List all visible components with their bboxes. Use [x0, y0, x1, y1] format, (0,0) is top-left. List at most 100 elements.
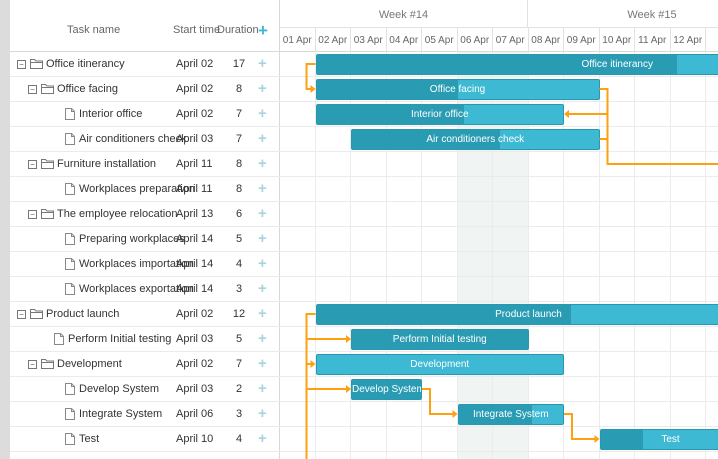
column-header-duration[interactable]: Duration [217, 24, 259, 36]
timeline-row [280, 302, 718, 327]
task-row[interactable]: Air conditioners check April 03 7 + [10, 127, 280, 152]
task-row[interactable]: − Office facing April 02 8 + [10, 77, 280, 102]
task-bar[interactable]: Interior office [315, 104, 564, 125]
collapse-toggle-icon[interactable]: − [28, 360, 37, 369]
collapse-toggle-icon[interactable]: − [17, 60, 26, 69]
dependency-link[interactable] [305, 313, 316, 459]
task-row[interactable]: Workplaces importation April 14 4 + [10, 252, 280, 277]
collapse-toggle-icon[interactable]: − [28, 210, 37, 219]
task-start: April 02 [176, 358, 214, 370]
task-bar[interactable]: Integrate System [457, 404, 564, 425]
task-bar-label: Office itinerancy [581, 59, 653, 70]
add-subtask-button[interactable]: + [258, 55, 267, 72]
link-arrow [346, 335, 351, 343]
file-icon [65, 183, 75, 195]
add-subtask-button[interactable]: + [258, 80, 267, 97]
task-duration: 7 [235, 358, 243, 370]
add-subtask-button[interactable]: + [258, 280, 267, 297]
task-name: Air conditioners check [79, 133, 187, 145]
day-header: 05 Apr [422, 28, 458, 52]
file-icon [65, 108, 75, 120]
task-duration: 3 [235, 408, 243, 420]
collapse-toggle-icon[interactable]: − [28, 85, 37, 94]
timeline-header: Week #14 Week #15 01 Apr 02 Apr 03 Apr 04 A… [280, 0, 718, 52]
add-subtask-button[interactable]: + [258, 155, 267, 172]
task-progress [316, 305, 571, 324]
dependency-link[interactable] [564, 413, 596, 440]
task-row[interactable]: − The employee relocation April 13 6 + [10, 202, 280, 227]
folder-icon [41, 84, 54, 94]
dependency-link[interactable] [606, 114, 718, 165]
task-start: April 11 [176, 158, 213, 170]
add-subtask-button[interactable]: + [258, 230, 267, 247]
timeline-row [280, 352, 718, 377]
task-name: Office itinerancy [46, 58, 125, 70]
add-subtask-button[interactable]: + [258, 305, 267, 322]
task-start: April 03 [176, 133, 214, 145]
task-bar[interactable]: Office facing [315, 79, 600, 100]
add-subtask-button[interactable]: + [258, 330, 267, 347]
link-arrow [452, 410, 458, 418]
task-bar[interactable]: Develop System [351, 379, 422, 400]
task-row[interactable]: Perform Initial testing April 03 5 + [10, 327, 280, 352]
dependency-link[interactable] [305, 63, 316, 90]
grid-line [314, 52, 316, 459]
add-subtask-button[interactable]: + [258, 255, 267, 272]
task-bar-label: Office facing [429, 84, 486, 95]
timeline-row [280, 227, 718, 252]
dependency-link[interactable] [422, 388, 454, 415]
file-icon [65, 283, 75, 295]
task-bar[interactable]: Test [599, 429, 718, 450]
task-row[interactable]: Integrate System April 06 3 + [10, 402, 280, 427]
add-subtask-button[interactable]: + [258, 405, 267, 422]
day-header: 10 Apr [600, 28, 635, 52]
task-progress [352, 130, 500, 149]
task-bar[interactable]: Product launch [315, 304, 718, 325]
link-arrow [594, 435, 600, 443]
add-subtask-button[interactable]: + [258, 355, 267, 372]
task-name: Furniture installation [57, 158, 157, 170]
add-subtask-button[interactable]: + [258, 130, 267, 147]
grid-line [669, 52, 671, 459]
task-bar[interactable]: Air conditioners check [351, 129, 600, 150]
task-row[interactable]: − Furniture installation April 11 8 + [10, 152, 280, 177]
task-name: Workplaces preparation [79, 183, 195, 195]
task-row[interactable]: Develop System April 03 2 + [10, 377, 280, 402]
task-row[interactable]: − Product launch April 02 12 + [10, 302, 280, 327]
add-subtask-button[interactable]: + [258, 430, 267, 447]
task-row[interactable]: Preparing workplaces April 14 5 + [10, 227, 280, 252]
add-subtask-button[interactable]: + [258, 180, 267, 197]
file-icon [65, 233, 75, 245]
task-progress [600, 430, 643, 449]
task-bar-label: Develop System [352, 384, 422, 395]
task-name: Interior office [79, 108, 143, 120]
task-row[interactable]: − Development April 02 7 + [10, 352, 280, 377]
column-header-task-name[interactable]: Task name [67, 24, 121, 36]
task-duration: 8 [235, 83, 243, 95]
task-bar[interactable]: Office itinerancy [315, 54, 718, 75]
task-row[interactable]: Interior office April 02 7 + [10, 102, 280, 127]
collapse-toggle-icon[interactable]: − [28, 160, 37, 169]
add-subtask-button[interactable]: + [258, 205, 267, 222]
task-start: April 03 [176, 333, 214, 345]
column-header-start-time[interactable]: Start time [173, 24, 221, 36]
timeline-row [280, 77, 718, 102]
day-header: 07 Apr [493, 28, 529, 52]
task-name: Product launch [46, 308, 120, 320]
task-start: April 10 [176, 433, 214, 445]
dependency-link[interactable] [568, 88, 609, 115]
task-row[interactable]: Workplaces preparation April 11 8 + [10, 177, 280, 202]
grid-line [527, 52, 529, 459]
collapse-toggle-icon[interactable]: − [17, 310, 26, 319]
add-task-button[interactable]: + [258, 21, 268, 40]
add-subtask-button[interactable]: + [258, 380, 267, 397]
grid-line [421, 52, 422, 459]
task-bar[interactable]: Perform Initial testing [351, 329, 529, 350]
task-row[interactable]: − Office itinerancy April 02 17 + [10, 52, 280, 77]
task-bar-label: Perform Initial testing [392, 334, 487, 345]
task-row[interactable]: Test April 10 4 + [10, 427, 280, 452]
task-start: April 03 [176, 383, 214, 395]
task-row[interactable]: Workplaces exportation April 14 3 + [10, 277, 280, 302]
add-subtask-button[interactable]: + [258, 105, 267, 122]
task-bar[interactable]: Development [315, 354, 564, 375]
